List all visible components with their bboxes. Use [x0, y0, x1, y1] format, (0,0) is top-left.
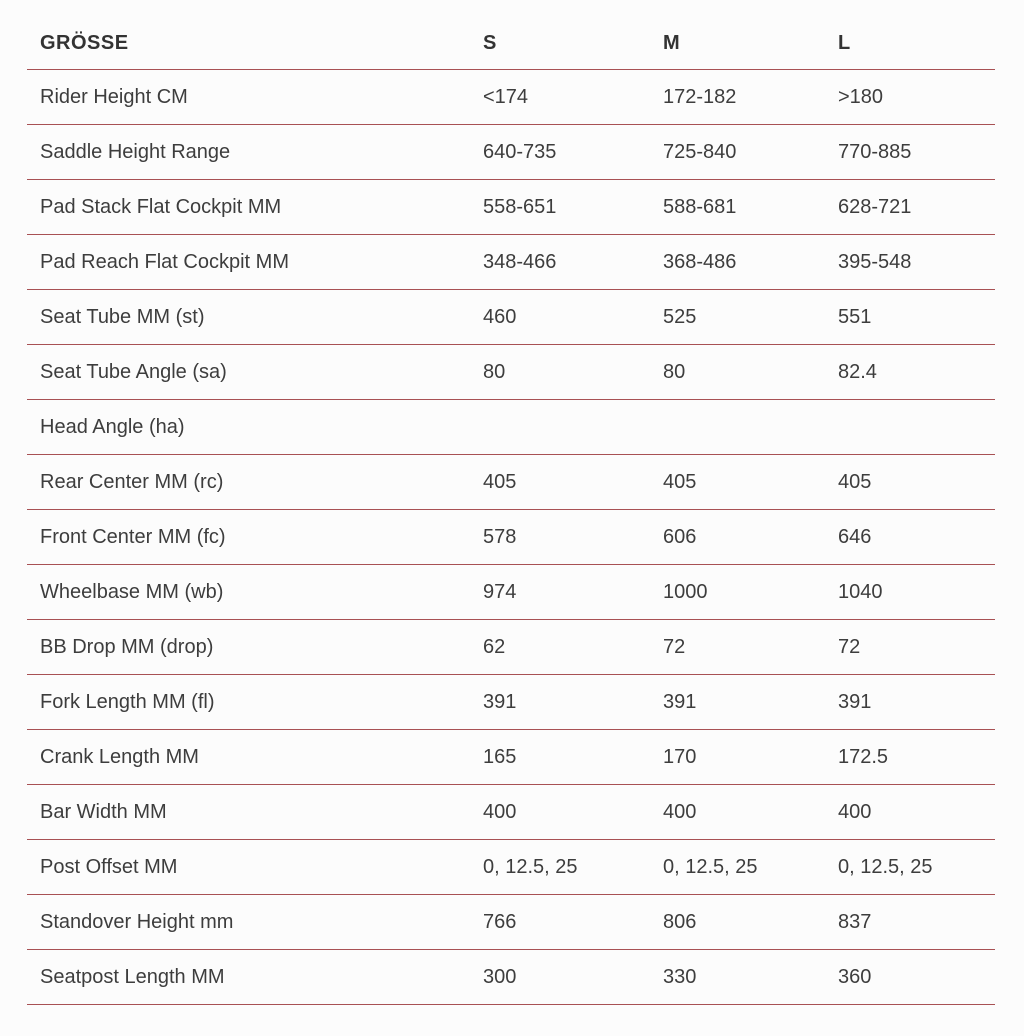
spec-value-cell: 400	[838, 784, 995, 840]
spec-value-cell: 770-885	[838, 124, 995, 180]
spec-label-cell: Pad Reach Flat Cockpit MM	[27, 234, 483, 290]
spec-value-cell: 400	[483, 784, 663, 840]
spec-label-cell: Seatpost Length MM	[27, 949, 483, 1005]
spec-value-cell: 170	[663, 729, 838, 785]
table-row: Head Angle (ha)	[27, 399, 995, 455]
geometry-table-header: GRÖSSE S M L	[27, 18, 995, 70]
spec-label-cell: Front Center MM (fc)	[27, 509, 483, 565]
spec-value-cell: 80	[663, 344, 838, 400]
spec-value-cell: 330	[663, 949, 838, 1005]
spec-value-cell: 82.4	[838, 344, 995, 400]
spec-value-cell: 578	[483, 509, 663, 565]
spec-value-cell: 400	[663, 784, 838, 840]
spec-value-cell: 628-721	[838, 179, 995, 235]
table-row: Post Offset MM 0, 12.5, 25 0, 12.5, 25 0, 1…	[27, 839, 995, 895]
table-row: Standover Height mm 766 806 837	[27, 894, 995, 950]
spec-value-cell: 837	[838, 894, 995, 950]
table-row: Front Center MM (fc) 578 606 646	[27, 509, 995, 565]
spec-label-cell: Head Angle (ha)	[27, 399, 483, 455]
geometry-table-body: Rider Height CM <174 172-182 >180 Saddle Hei…	[27, 69, 995, 1005]
spec-value-cell: 806	[663, 894, 838, 950]
spec-value-cell: 606	[663, 509, 838, 565]
table-row: Pad Reach Flat Cockpit MM 348-466 368-486 3…	[27, 234, 995, 290]
spec-label-cell: Pad Stack Flat Cockpit MM	[27, 179, 483, 235]
spec-value-cell	[483, 399, 663, 455]
spec-value-cell: 348-466	[483, 234, 663, 290]
spec-value-cell: <174	[483, 69, 663, 125]
table-row: Seatpost Length MM 300 330 360	[27, 949, 995, 1005]
spec-value-cell: 391	[483, 674, 663, 730]
spec-value-cell: 974	[483, 564, 663, 620]
spec-value-cell: 172.5	[838, 729, 995, 785]
spec-value-cell: 395-548	[838, 234, 995, 290]
table-row: Crank Length MM 165 170 172.5	[27, 729, 995, 785]
spec-value-cell: 646	[838, 509, 995, 565]
spec-value-cell: 766	[483, 894, 663, 950]
spec-label-cell: BB Drop MM (drop)	[27, 619, 483, 675]
column-header-l: L	[838, 18, 995, 70]
spec-value-cell: 460	[483, 289, 663, 345]
geometry-table: GRÖSSE S M L Rider Height CM <174 172-182 >…	[27, 18, 995, 1005]
table-row: Bar Width MM 400 400 400	[27, 784, 995, 840]
spec-value-cell: >180	[838, 69, 995, 125]
spec-label-cell: Post Offset MM	[27, 839, 483, 895]
column-header-m: M	[663, 18, 838, 70]
spec-value-cell: 525	[663, 289, 838, 345]
table-row: Saddle Height Range 640-735 725-840 770-885	[27, 124, 995, 180]
table-row: Rear Center MM (rc) 405 405 405	[27, 454, 995, 510]
table-row: Seat Tube Angle (sa) 80 80 82.4	[27, 344, 995, 400]
spec-value-cell: 0, 12.5, 25	[483, 839, 663, 895]
header-row: GRÖSSE S M L	[27, 18, 995, 70]
spec-label-cell: Standover Height mm	[27, 894, 483, 950]
spec-value-cell: 391	[838, 674, 995, 730]
spec-value-cell: 1000	[663, 564, 838, 620]
spec-value-cell: 405	[663, 454, 838, 510]
size-column-header: GRÖSSE	[27, 18, 483, 70]
spec-value-cell: 640-735	[483, 124, 663, 180]
spec-label-cell: Crank Length MM	[27, 729, 483, 785]
spec-value-cell	[663, 399, 838, 455]
spec-value-cell: 172-182	[663, 69, 838, 125]
table-row: Fork Length MM (fl) 391 391 391	[27, 674, 995, 730]
spec-value-cell	[838, 399, 995, 455]
spec-value-cell: 72	[838, 619, 995, 675]
spec-label-cell: Rear Center MM (rc)	[27, 454, 483, 510]
spec-value-cell: 551	[838, 289, 995, 345]
spec-value-cell: 62	[483, 619, 663, 675]
spec-label-cell: Seat Tube MM (st)	[27, 289, 483, 345]
spec-value-cell: 405	[483, 454, 663, 510]
spec-value-cell: 0, 12.5, 25	[838, 839, 995, 895]
table-row: BB Drop MM (drop) 62 72 72	[27, 619, 995, 675]
column-header-s: S	[483, 18, 663, 70]
spec-value-cell: 1040	[838, 564, 995, 620]
spec-value-cell: 360	[838, 949, 995, 1005]
spec-label-cell: Seat Tube Angle (sa)	[27, 344, 483, 400]
spec-value-cell: 391	[663, 674, 838, 730]
spec-value-cell: 72	[663, 619, 838, 675]
spec-value-cell: 80	[483, 344, 663, 400]
geometry-table-section: GRÖSSE S M L Rider Height CM <174 172-182 >…	[27, 18, 995, 1005]
spec-value-cell: 558-651	[483, 179, 663, 235]
spec-label-cell: Saddle Height Range	[27, 124, 483, 180]
spec-value-cell: 0, 12.5, 25	[663, 839, 838, 895]
spec-value-cell: 588-681	[663, 179, 838, 235]
spec-label-cell: Fork Length MM (fl)	[27, 674, 483, 730]
spec-value-cell: 405	[838, 454, 995, 510]
table-row: Wheelbase MM (wb) 974 1000 1040	[27, 564, 995, 620]
spec-value-cell: 725-840	[663, 124, 838, 180]
spec-value-cell: 165	[483, 729, 663, 785]
table-row: Seat Tube MM (st) 460 525 551	[27, 289, 995, 345]
spec-value-cell: 300	[483, 949, 663, 1005]
table-row: Rider Height CM <174 172-182 >180	[27, 69, 995, 125]
spec-label-cell: Bar Width MM	[27, 784, 483, 840]
spec-label-cell: Wheelbase MM (wb)	[27, 564, 483, 620]
spec-label-cell: Rider Height CM	[27, 69, 483, 125]
spec-value-cell: 368-486	[663, 234, 838, 290]
table-row: Pad Stack Flat Cockpit MM 558-651 588-681 6…	[27, 179, 995, 235]
